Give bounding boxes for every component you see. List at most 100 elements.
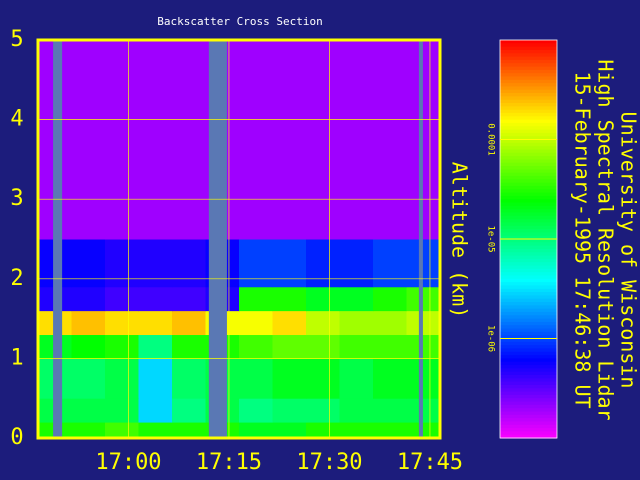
heatmap-cell [138,239,173,288]
colorbar-segment [500,235,557,240]
colorbar-segment [500,89,557,94]
heatmap-cell [138,40,173,240]
colorbar-segment [500,358,557,363]
colorbar-segment [500,421,557,426]
heatmap-cell [339,358,374,399]
heatmap-cell [272,310,307,336]
colorbar-segment [500,175,557,180]
heatmap-cell [172,40,206,240]
colorbar-segment [500,374,557,379]
heatmap-cell [172,358,206,399]
colorbar-segment [500,146,557,151]
heatmap-cell [272,286,307,312]
colorbar-segment [500,142,557,147]
colorbar-segment [500,318,557,323]
colorbar-segment [500,166,557,170]
colorbar-segment [500,205,557,210]
colorbar-segment [500,149,557,154]
heatmap-cell [406,286,441,312]
colorbar-segment [500,411,557,416]
y-tick-label: 3 [10,186,23,211]
heatmap-cell [239,239,273,288]
colorbar-segment [500,258,557,263]
colorbar-segment [500,46,557,51]
heatmap-cell [272,239,307,288]
colorbar-segment [500,272,557,277]
heatmap-cell [373,422,407,439]
heatmap-cell [105,40,139,240]
colorbar-segment [500,169,557,174]
colorbar-segment [500,398,557,403]
colorbar-segment [500,239,557,243]
heatmap-cell [406,358,441,399]
heatmap-cell [373,310,407,336]
colorbar-segment [500,156,557,160]
plot-frame [36,38,442,440]
data-gap [208,40,227,438]
heatmap-cell [172,239,206,288]
x-tick-label: 17:15 [196,450,262,475]
colorbar-segment [500,242,557,247]
colorbar-segment [500,315,557,320]
heatmap-cell [138,398,173,423]
y-tick-label: 0 [10,425,23,450]
colorbar-segment [500,116,557,121]
colorbar-segment [500,381,557,386]
heatmap-cell [406,334,441,359]
heatmap-cell [373,358,407,399]
heatmap-cell [239,398,273,423]
colorbar-segment [500,202,557,207]
colorbar-segment [500,404,557,409]
colorbar-segment [500,229,557,233]
y-tick-label: 4 [10,107,23,132]
colorbar-segment [500,83,557,88]
colorbar-segment [500,394,557,399]
colorbar-segment [500,361,557,366]
colorbar-segment [500,86,557,91]
colorbar-segment [500,408,557,413]
colorbar-segment [500,428,557,432]
heatmap-cell [272,334,307,359]
colorbar-segment [500,192,557,197]
heatmap-cell [71,286,106,312]
heatmap-cell [272,40,307,240]
colorbar-segment [500,298,557,303]
colorbar-segment [500,292,557,296]
colorbar-segment [500,414,557,419]
colorbar-segment [500,185,557,190]
colorbar-segment [500,219,557,224]
heatmap-cell [105,334,139,359]
colorbar-tick-label: 0.0001 [486,123,496,156]
colorbar-segment [500,106,557,111]
colorbar-segment [500,126,557,131]
heatmap-cell [138,310,173,336]
colorbar-segment [500,308,557,313]
colorbar-segment [500,112,557,117]
heatmap-cell [239,310,273,336]
colorbar-segment [500,139,557,144]
colorbar-segment [500,122,557,127]
data-gap [418,40,423,438]
heatmap-cell [406,422,441,439]
colorbar-segment [500,378,557,383]
heatmap-cell [306,358,340,399]
colorbar-segment [500,103,557,107]
heatmap-cell [373,334,407,359]
colorbar-segment [500,295,557,300]
colorbar-segment [500,338,557,343]
heatmap-cell [406,239,441,288]
colorbar-segment [500,431,557,436]
heatmap-cell [306,310,340,336]
heatmap-cell [306,239,340,288]
colorbar-segment [500,43,557,48]
heatmap-cell [172,334,206,359]
heatmap-cell [339,422,374,439]
colorbar-segment [500,348,557,353]
colorbar-segment [500,305,557,310]
colorbar-segment [500,96,557,101]
colorbar-segment [500,282,557,287]
colorbar-segment [500,212,557,217]
heatmap-cell [306,398,340,423]
colorbar-segment [500,262,557,267]
colorbar-segment [500,199,557,204]
